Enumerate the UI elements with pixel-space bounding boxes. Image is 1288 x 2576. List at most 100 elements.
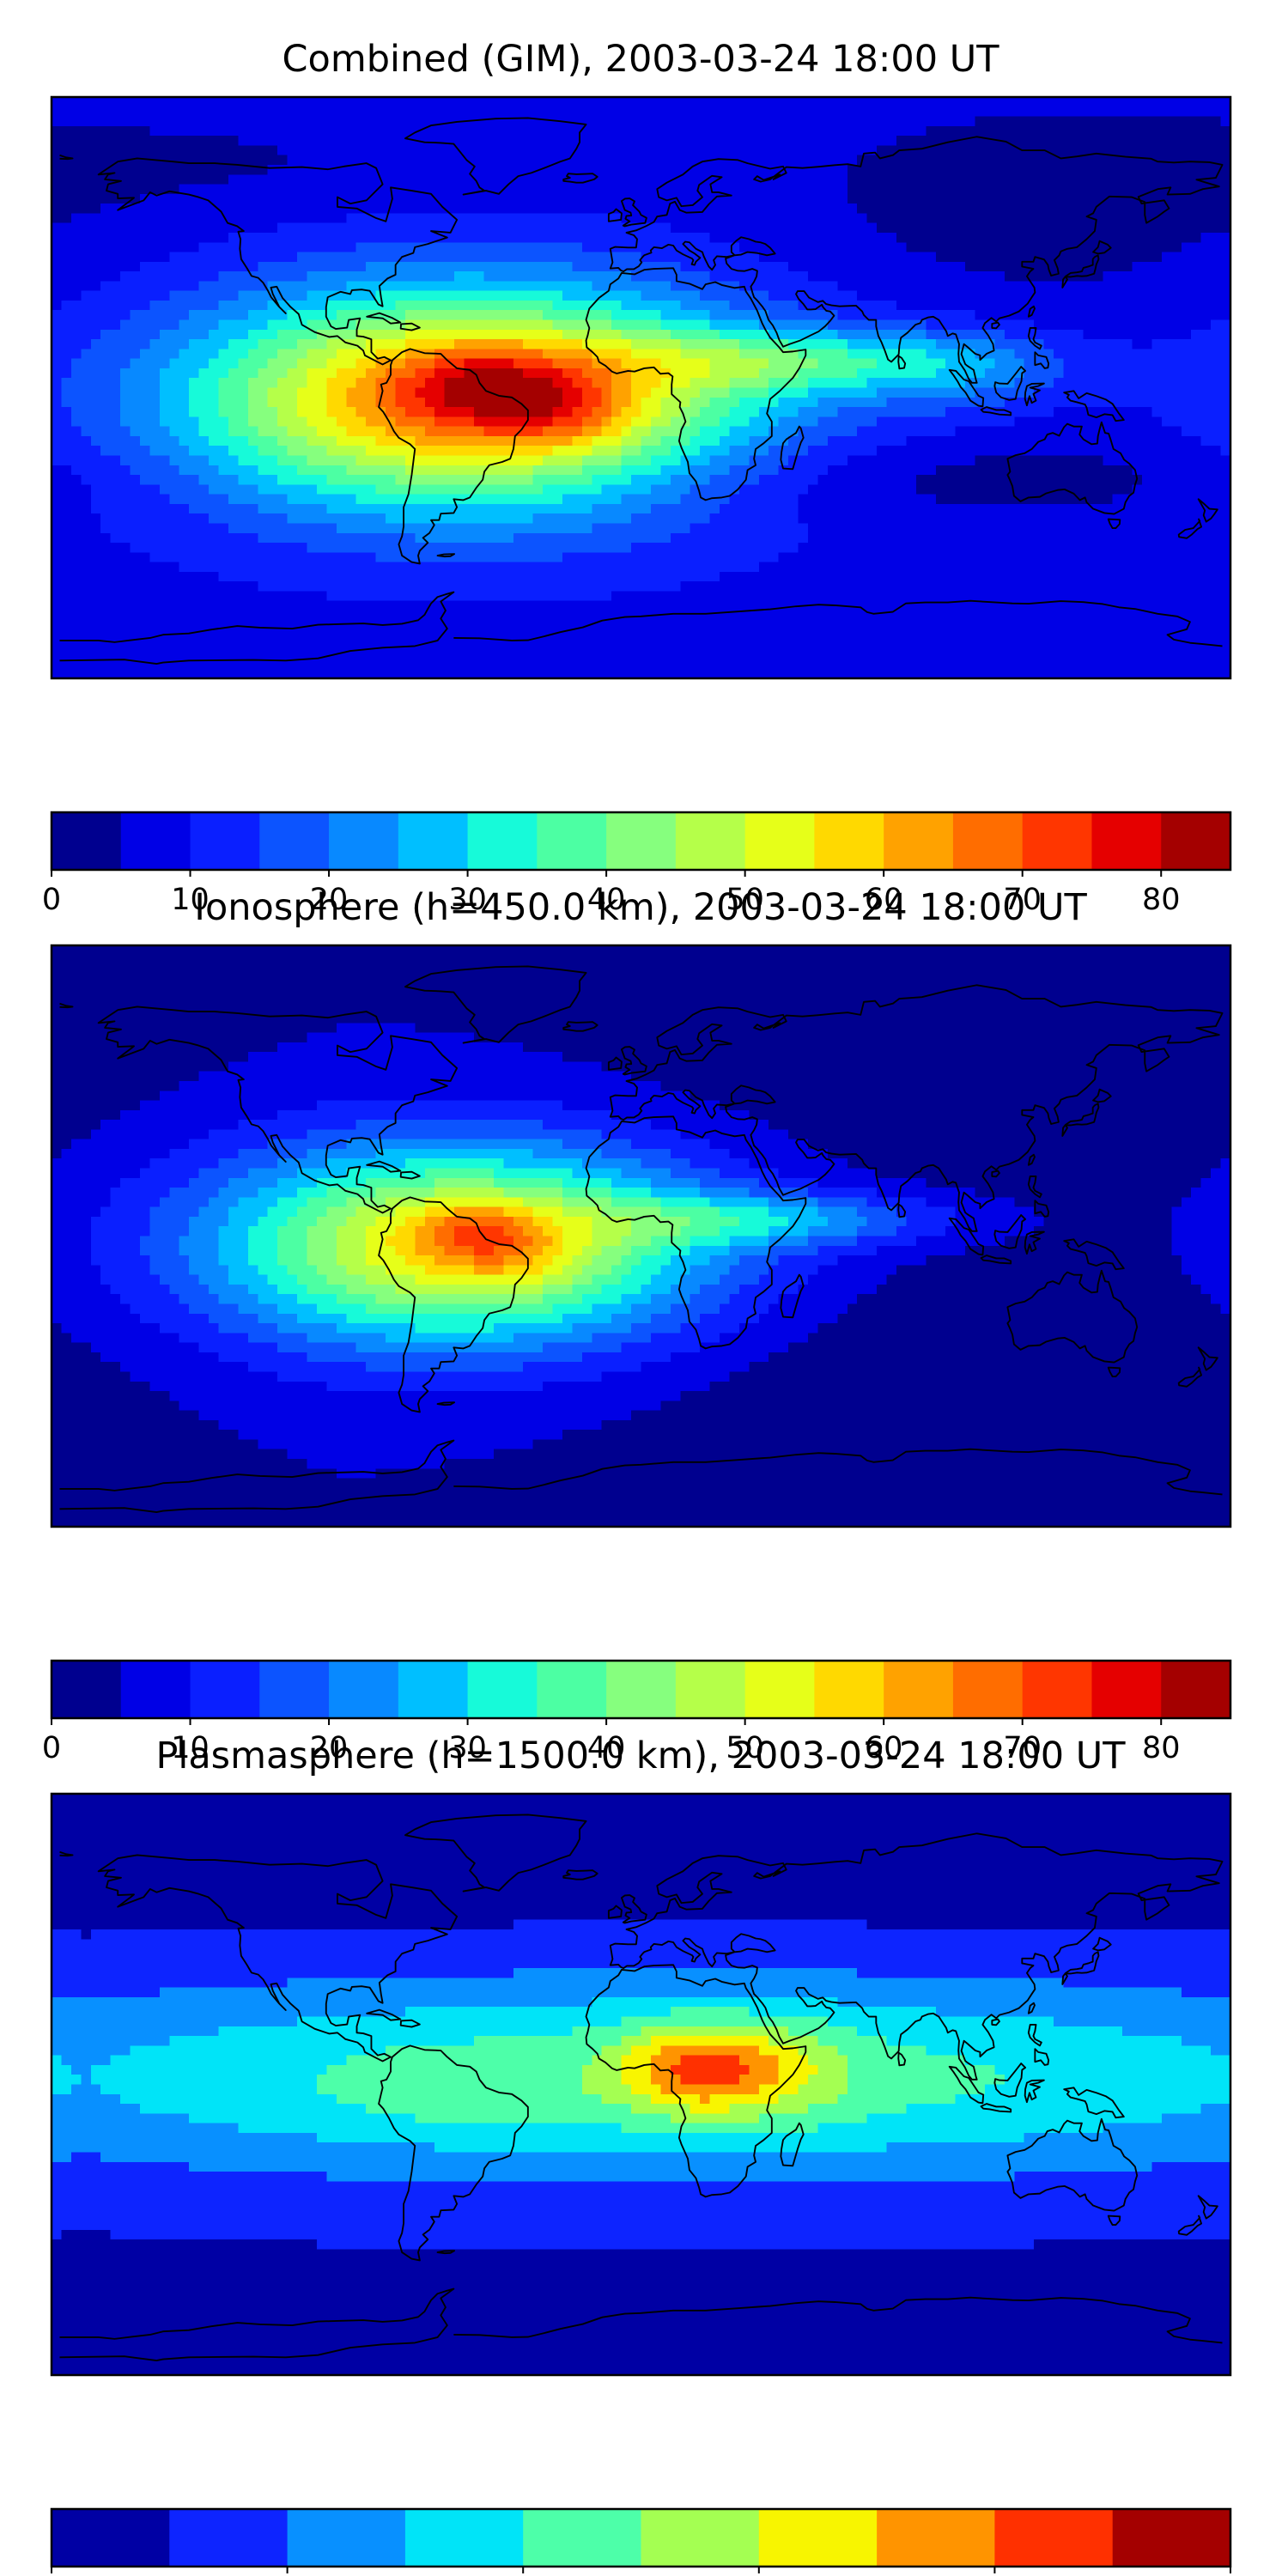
field-cell	[1142, 465, 1153, 476]
field-cell	[287, 339, 298, 349]
field-cell	[1112, 222, 1123, 234]
field-cell	[1083, 136, 1094, 147]
field-cell	[650, 465, 661, 476]
field-cell	[238, 407, 249, 417]
field-cell	[70, 339, 82, 349]
field-cell	[827, 97, 838, 107]
field-cell	[650, 184, 661, 195]
field-cell	[788, 271, 799, 282]
field-cell	[778, 310, 789, 321]
field-cell	[601, 164, 612, 175]
field-cell	[61, 116, 72, 127]
field-cell	[1161, 106, 1172, 118]
field-cell	[473, 222, 485, 234]
field-cell	[581, 271, 592, 282]
field-cell	[81, 484, 92, 495]
field-cell	[955, 193, 966, 204]
field-cell	[355, 465, 367, 476]
field-cell	[700, 416, 711, 428]
field-cell	[611, 378, 623, 389]
field-cell	[1171, 97, 1182, 107]
field-cell	[935, 164, 946, 175]
field-cell	[621, 387, 632, 398]
field-cell	[307, 455, 318, 466]
field-cell	[1220, 435, 1230, 447]
field-cell	[572, 155, 583, 166]
field-cell	[926, 368, 937, 379]
field-cell	[483, 339, 495, 349]
field-cell	[817, 106, 829, 118]
field-cell	[581, 213, 592, 224]
field-cell	[149, 465, 161, 476]
field-cell	[179, 164, 190, 175]
field-cell	[523, 145, 534, 156]
field-cell	[1191, 416, 1202, 428]
field-cell	[866, 339, 878, 349]
field-cell	[778, 204, 789, 214]
field-cell	[523, 125, 534, 137]
field-cell	[581, 242, 592, 253]
field-cell	[70, 213, 82, 224]
field-cell	[581, 446, 592, 457]
field-cell	[120, 97, 131, 107]
field-cell	[316, 416, 327, 428]
field-cell	[1220, 426, 1230, 437]
field-cell	[198, 184, 210, 195]
field-cell	[700, 271, 711, 282]
field-cell	[758, 378, 769, 389]
field-cell	[120, 397, 131, 408]
field-cell	[179, 204, 190, 214]
field-cell	[1034, 116, 1045, 127]
field-cell	[209, 378, 220, 389]
field-cell	[700, 125, 711, 137]
field-cell	[130, 97, 141, 107]
field-cell	[670, 193, 681, 204]
field-cell	[660, 329, 671, 340]
field-cell	[346, 222, 357, 234]
field-cell	[1034, 184, 1045, 195]
field-cell	[994, 475, 1005, 485]
field-cell	[965, 164, 976, 175]
field-cell	[720, 136, 731, 147]
field-cell	[1142, 484, 1153, 495]
field-cell	[543, 465, 554, 476]
field-cell	[935, 378, 946, 389]
field-cell	[926, 174, 937, 185]
field-cell	[581, 155, 592, 166]
field-cell	[52, 261, 63, 272]
field-cell	[424, 261, 435, 272]
field-cell	[346, 290, 357, 301]
field-cell	[513, 193, 524, 204]
field-cell	[532, 455, 544, 466]
field-cell	[1122, 484, 1133, 495]
field-cell	[562, 242, 574, 253]
field-cell	[483, 155, 495, 166]
field-cell	[984, 465, 995, 476]
field-cell	[798, 300, 809, 311]
field-cell	[355, 446, 367, 457]
field-cell	[778, 378, 789, 389]
field-cell	[1034, 204, 1045, 214]
field-cell	[375, 252, 386, 263]
field-cell	[1122, 116, 1133, 127]
field-cell	[1171, 407, 1182, 417]
field-cell	[404, 484, 416, 495]
field-cell	[975, 378, 986, 389]
field-cell	[464, 164, 475, 175]
field-cell	[454, 435, 465, 447]
field-cell	[592, 494, 603, 505]
field-cell	[386, 116, 397, 127]
field-cell	[209, 387, 220, 398]
field-cell	[670, 204, 681, 214]
field-cell	[680, 484, 691, 495]
field-cell	[1034, 426, 1045, 437]
field-cell	[81, 368, 92, 379]
field-cell	[70, 261, 82, 272]
field-cell	[375, 319, 386, 331]
field-cell	[316, 484, 327, 495]
field-cell	[247, 290, 258, 301]
field-cell	[375, 310, 386, 321]
field-cell	[778, 349, 789, 360]
field-cell	[513, 300, 524, 311]
field-cell	[1151, 204, 1163, 214]
